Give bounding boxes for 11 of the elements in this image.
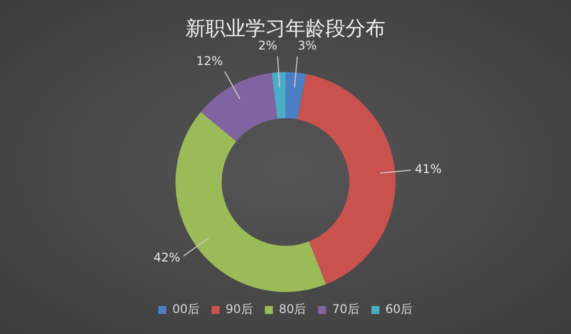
data-label: 41% <box>414 162 442 176</box>
data-label: 2% <box>258 38 278 52</box>
data-label: 3% <box>298 38 317 53</box>
legend-label: 80后 <box>278 302 306 316</box>
legend-label: 90后 <box>226 302 253 316</box>
legend-label: 60后 <box>385 302 413 316</box>
legend-label: 70后 <box>332 302 360 316</box>
chart-title: 新职业学习年龄段分布 <box>186 16 386 40</box>
legend-label: 00后 <box>172 302 200 316</box>
data-label: 12% <box>196 54 223 68</box>
data-label: 42% <box>154 250 180 265</box>
